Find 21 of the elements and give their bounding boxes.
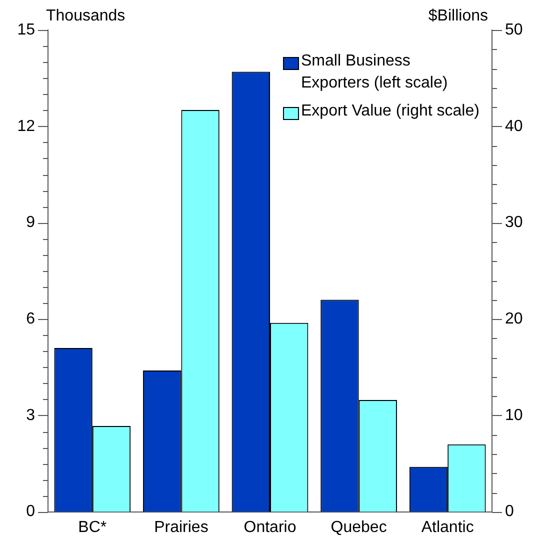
legend-label: Small Business Exporters (left scale) <box>301 52 448 92</box>
x-tick-label: Atlantic <box>421 518 474 536</box>
y2-tick-label: 30 <box>505 214 523 232</box>
y2-tick-label: 40 <box>505 118 523 135</box>
y-tick-label: 3 <box>26 406 36 424</box>
y-tick-label: 0 <box>26 503 36 520</box>
y-tick-label: 15 <box>17 21 36 38</box>
y-axis-title: Thousands <box>46 7 126 24</box>
legend-label: Export Value (right scale) <box>301 102 480 120</box>
y2-tick-label: 0 <box>505 503 514 520</box>
y2-tick-label: 20 <box>505 310 523 328</box>
x-tick-label: Prairies <box>154 518 208 536</box>
y2-tick-label: 10 <box>505 406 523 424</box>
y-tick-label: 12 <box>17 118 36 135</box>
y-tick-label: 9 <box>26 214 36 232</box>
y-tick-label: 6 <box>26 310 36 328</box>
x-tick-label: Quebec <box>330 518 387 536</box>
y2-tick-label: 50 <box>505 21 523 38</box>
x-tick-label: Ontario <box>244 518 296 536</box>
y2-axis-title: $Billions <box>428 7 488 24</box>
x-tick-label: BC* <box>78 518 107 536</box>
